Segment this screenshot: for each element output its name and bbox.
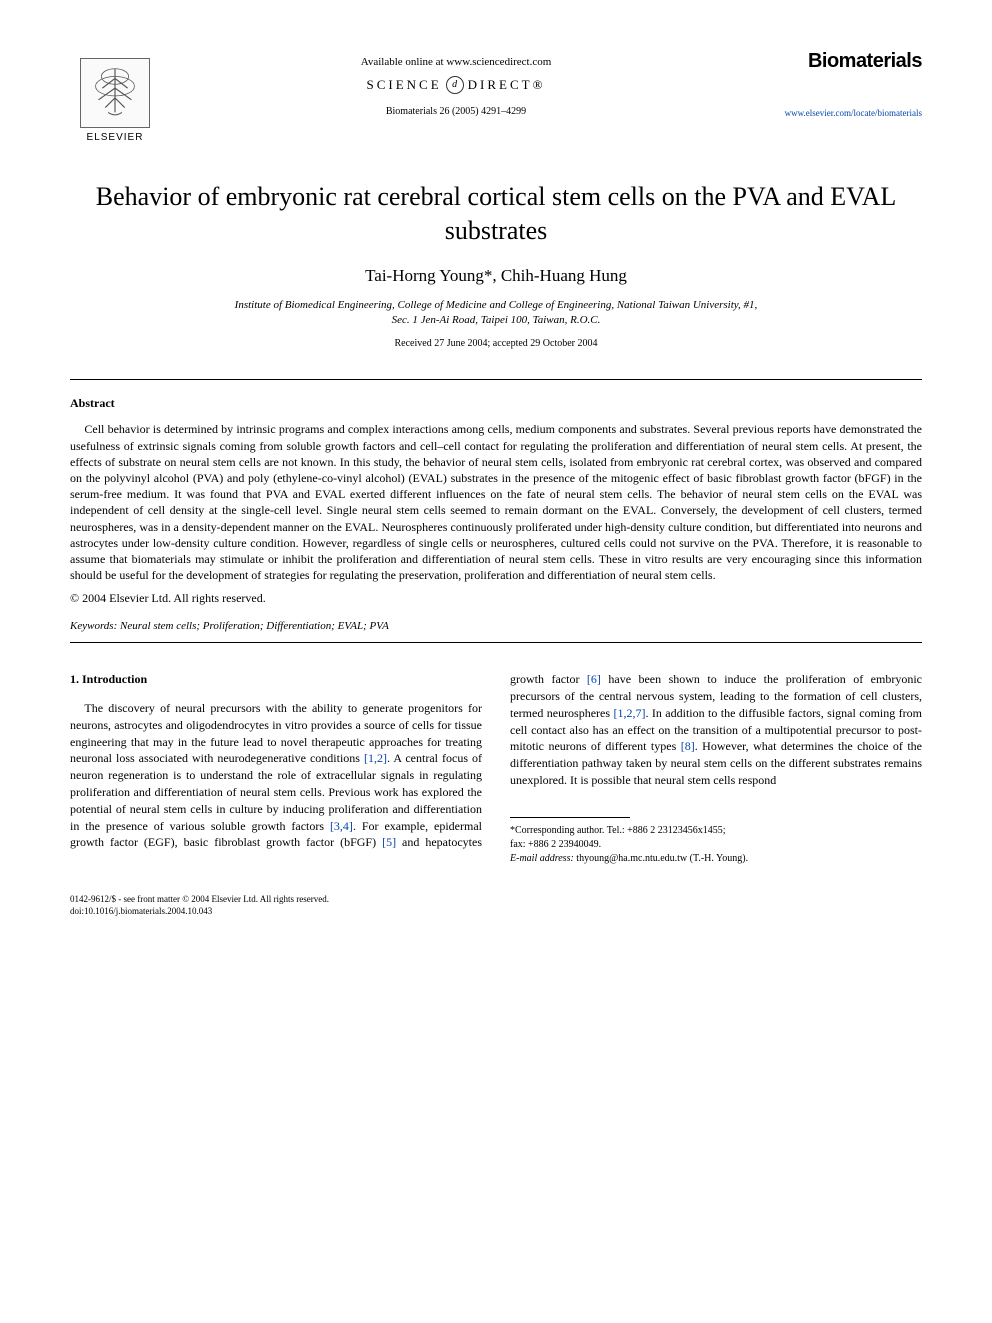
email-line: E-mail address: thyoung@ha.mc.ntu.edu.tw… — [510, 852, 922, 866]
sd-left: SCIENCE — [367, 77, 442, 93]
ref-link-6[interactable]: [6] — [587, 672, 601, 686]
ref-link-1-2a[interactable]: [1,2] — [364, 751, 387, 765]
ref-link-5[interactable]: [5] — [382, 835, 396, 849]
rule-top — [70, 379, 922, 380]
ref-link-3-4[interactable]: [3,4] — [330, 819, 353, 833]
article-title: Behavior of embryonic rat cerebral corti… — [70, 180, 922, 248]
sd-circle-icon: d — [446, 76, 464, 94]
science-direct-logo: SCIENCE d DIRECT® — [367, 76, 546, 94]
rule-bottom — [70, 642, 922, 643]
keywords-line: Keywords: Neural stem cells; Proliferati… — [70, 620, 922, 632]
authors: Tai-Horng Young*, Chih-Huang Hung — [70, 266, 922, 286]
elsevier-tree-icon — [80, 58, 150, 128]
keywords-label: Keywords: — [70, 620, 117, 632]
fax-line: fax: +886 2 23940049. — [510, 838, 922, 852]
affiliation-line1: Institute of Biomedical Engineering, Col… — [235, 299, 758, 311]
footer-line2: doi:10.1016/j.biomaterials.2004.10.043 — [70, 906, 922, 918]
abstract-copyright: © 2004 Elsevier Ltd. All rights reserved… — [70, 591, 922, 606]
affiliation: Institute of Biomedical Engineering, Col… — [70, 298, 922, 329]
journal-title: Biomaterials — [752, 50, 922, 73]
sd-right: DIRECT® — [468, 77, 546, 93]
center-header: Available online at www.sciencedirect.co… — [160, 50, 752, 117]
abstract-text: Cell behavior is determined by intrinsic… — [70, 421, 922, 583]
email-label: E-mail address: — [510, 853, 574, 864]
body-columns: 1. Introduction The discovery of neural … — [70, 671, 922, 866]
ref-link-1-2-7[interactable]: [1,2,7] — [613, 706, 645, 720]
footnotes: *Corresponding author. Tel.: +886 2 2312… — [510, 824, 922, 866]
journal-box: Biomaterials www.elsevier.com/locate/bio… — [752, 50, 922, 121]
page-header: ELSEVIER Available online at www.science… — [70, 50, 922, 150]
email-address: thyoung@ha.mc.ntu.edu.tw (T.-H. Young). — [576, 853, 748, 864]
section-1-heading: 1. Introduction — [70, 671, 482, 688]
journal-link[interactable]: www.elsevier.com/locate/biomaterials — [785, 108, 922, 118]
footer-line1: 0142-9612/$ - see front matter © 2004 El… — [70, 894, 922, 906]
abstract-heading: Abstract — [70, 396, 922, 411]
citation-line: Biomaterials 26 (2005) 4291–4299 — [160, 106, 752, 117]
affiliation-line2: Sec. 1 Jen-Ai Road, Taipei 100, Taiwan, … — [392, 314, 601, 326]
keywords-values: Neural stem cells; Proliferation; Differ… — [120, 620, 389, 632]
elsevier-label: ELSEVIER — [87, 132, 144, 143]
footnote-rule — [510, 817, 630, 818]
corresponding-author: *Corresponding author. Tel.: +886 2 2312… — [510, 824, 922, 838]
page-footer: 0142-9612/$ - see front matter © 2004 El… — [70, 894, 922, 917]
elsevier-logo: ELSEVIER — [70, 50, 160, 150]
available-online-text: Available online at www.sciencedirect.co… — [160, 56, 752, 68]
ref-link-8[interactable]: [8] — [681, 739, 695, 753]
received-accepted-dates: Received 27 June 2004; accepted 29 Octob… — [70, 338, 922, 349]
